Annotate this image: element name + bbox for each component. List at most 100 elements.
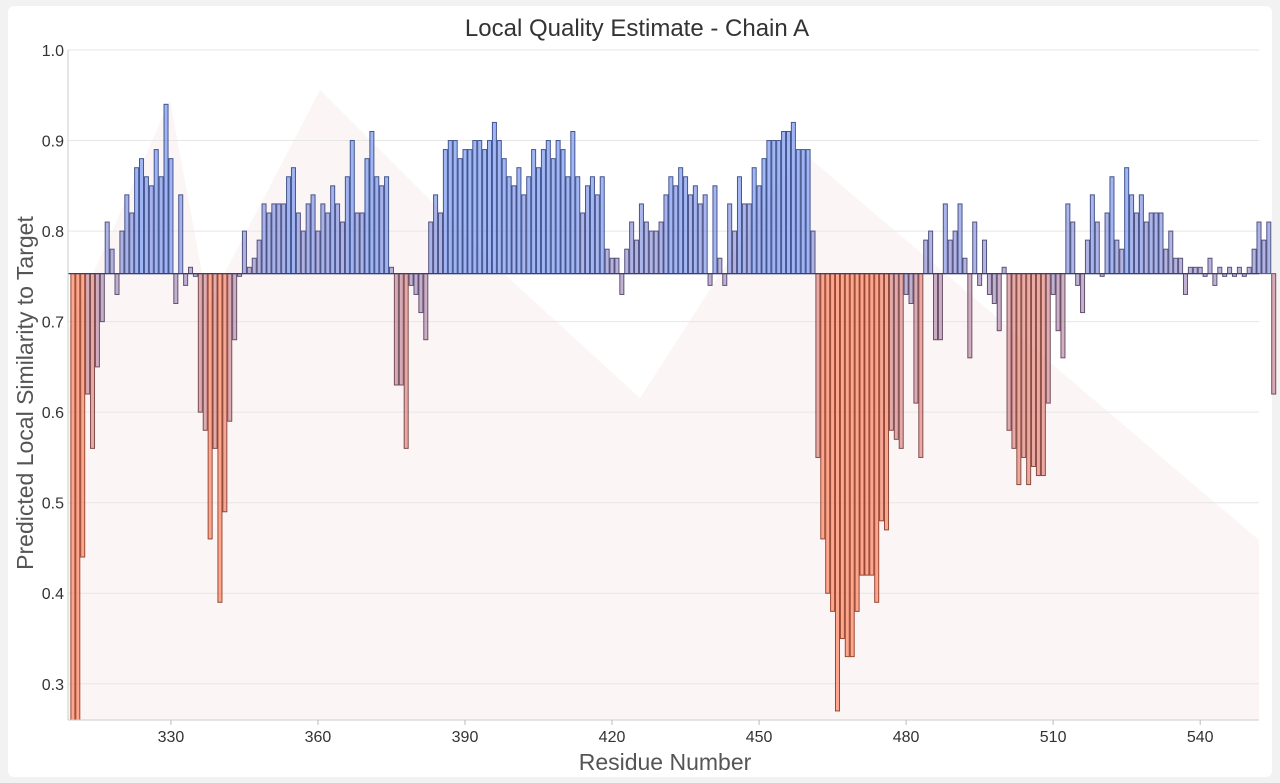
bar bbox=[1021, 273, 1027, 458]
bar bbox=[849, 273, 855, 658]
bar bbox=[594, 194, 600, 275]
bar bbox=[756, 185, 762, 275]
bar bbox=[884, 273, 890, 531]
bar bbox=[1094, 221, 1100, 275]
bar bbox=[638, 203, 644, 275]
bar bbox=[898, 273, 904, 449]
bar bbox=[139, 158, 145, 275]
bar bbox=[256, 239, 262, 275]
bar bbox=[972, 221, 978, 275]
bar bbox=[531, 149, 537, 275]
bar bbox=[94, 273, 100, 368]
y-tick-label: 0.3 bbox=[42, 677, 64, 694]
bar bbox=[658, 221, 664, 275]
bar bbox=[379, 185, 385, 275]
bar bbox=[374, 176, 380, 275]
bar bbox=[212, 273, 218, 449]
bar bbox=[266, 212, 272, 275]
bar bbox=[364, 158, 370, 275]
bar bbox=[834, 273, 840, 712]
bar bbox=[369, 130, 375, 275]
bar bbox=[124, 194, 130, 275]
bar bbox=[173, 273, 179, 305]
chart-title: Local Quality Estimate - Chain A bbox=[465, 15, 809, 42]
bar bbox=[496, 140, 502, 275]
bar bbox=[1055, 273, 1061, 332]
bar bbox=[1168, 230, 1174, 275]
bar bbox=[393, 273, 399, 386]
bar bbox=[678, 167, 684, 275]
bar bbox=[1178, 257, 1184, 275]
bar bbox=[1001, 266, 1007, 275]
bar bbox=[697, 203, 703, 275]
x-tick-label: 390 bbox=[452, 729, 479, 746]
bar bbox=[908, 273, 914, 305]
bar bbox=[384, 176, 390, 275]
bar bbox=[1104, 212, 1110, 275]
bar bbox=[785, 130, 791, 275]
bar bbox=[712, 185, 718, 275]
bar bbox=[506, 176, 512, 275]
bar bbox=[526, 176, 532, 275]
bar bbox=[1080, 273, 1086, 314]
y-tick-label: 0.6 bbox=[42, 405, 64, 422]
bar bbox=[462, 149, 468, 275]
bar bbox=[202, 273, 208, 431]
bar bbox=[188, 266, 194, 275]
x-tick-label: 540 bbox=[1187, 729, 1214, 746]
bar bbox=[85, 273, 91, 395]
bar bbox=[90, 273, 96, 449]
bar bbox=[305, 203, 311, 275]
bar bbox=[555, 140, 561, 275]
bar bbox=[295, 212, 301, 275]
bar bbox=[1006, 273, 1012, 431]
bar bbox=[800, 149, 806, 275]
bar bbox=[810, 230, 816, 275]
bar bbox=[467, 149, 473, 275]
x-axis-label: Residue Number bbox=[579, 749, 752, 775]
bar bbox=[589, 176, 595, 275]
bar bbox=[1031, 273, 1037, 467]
bar bbox=[207, 273, 213, 540]
bar bbox=[839, 273, 845, 640]
bar bbox=[996, 273, 1002, 332]
bar bbox=[962, 257, 968, 275]
bar bbox=[104, 221, 110, 275]
bar bbox=[648, 230, 654, 275]
bar bbox=[991, 273, 997, 305]
bar bbox=[942, 203, 948, 275]
bar bbox=[310, 194, 316, 275]
bar bbox=[1261, 239, 1267, 275]
x-tick-label: 330 bbox=[158, 729, 185, 746]
bar bbox=[1217, 266, 1223, 275]
bar bbox=[536, 167, 542, 275]
y-tick-label: 0.5 bbox=[42, 496, 64, 513]
bar bbox=[80, 273, 86, 558]
bar bbox=[903, 273, 909, 295]
y-tick-label: 0.8 bbox=[42, 224, 64, 241]
bar bbox=[344, 176, 350, 275]
bar bbox=[1158, 212, 1164, 275]
bar bbox=[217, 273, 223, 603]
bar bbox=[575, 176, 581, 275]
bar bbox=[668, 176, 674, 275]
bar bbox=[1035, 273, 1041, 477]
bar bbox=[457, 158, 463, 275]
bar bbox=[1084, 239, 1090, 275]
bar bbox=[447, 140, 453, 275]
bar bbox=[923, 239, 929, 275]
bar bbox=[134, 167, 140, 275]
bar bbox=[673, 185, 679, 275]
bar bbox=[109, 248, 115, 275]
bar bbox=[1182, 273, 1188, 295]
bar bbox=[795, 149, 801, 275]
x-tick-label: 420 bbox=[599, 729, 626, 746]
bar bbox=[967, 273, 973, 359]
bar bbox=[477, 140, 483, 275]
bar bbox=[330, 185, 336, 275]
bar bbox=[129, 212, 135, 275]
bar bbox=[781, 130, 787, 275]
bar bbox=[732, 230, 738, 275]
bar bbox=[408, 273, 414, 286]
bar bbox=[1153, 212, 1159, 275]
